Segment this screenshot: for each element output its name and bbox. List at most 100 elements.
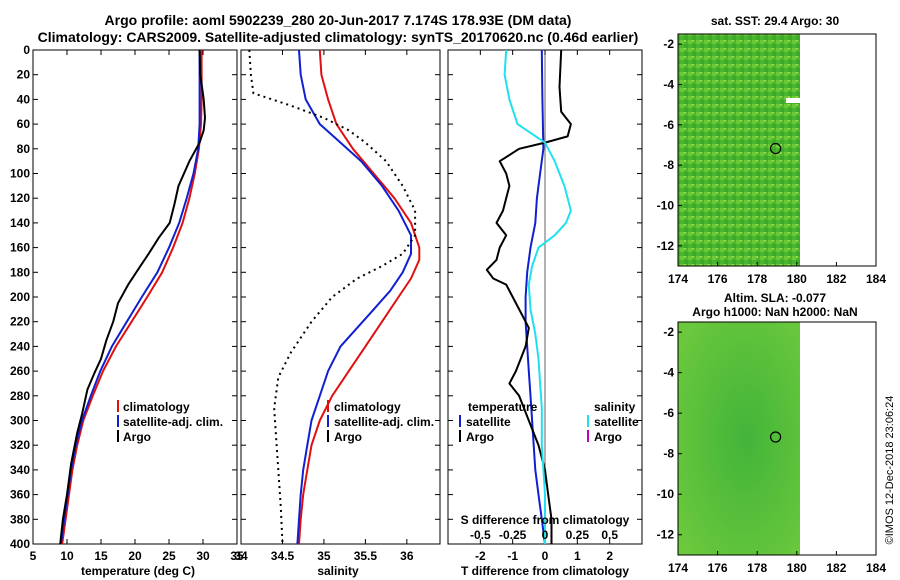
y-tick-label: 120 <box>10 191 30 205</box>
s-diff-tick-label: -0.25 <box>499 528 527 542</box>
sst-map-field <box>678 34 800 266</box>
y-tick-label: 260 <box>10 364 30 378</box>
legend-argo: Argo <box>123 430 151 444</box>
map-lon-tick: 174 <box>668 561 688 575</box>
y-tick-label: 20 <box>17 68 31 82</box>
x-tick-label: 1 <box>574 549 581 563</box>
series-satellite-adj-clim- <box>59 50 201 545</box>
map-lat-tick: -8 <box>663 447 674 461</box>
axis-ticks <box>32 49 642 545</box>
data-series <box>59 49 572 545</box>
x-tick-label: 30 <box>196 549 210 563</box>
sst-argo-location-marker <box>769 142 782 155</box>
map-lat-tick: -10 <box>657 198 675 212</box>
x-tick-label: 20 <box>128 549 142 563</box>
x-tick-label: 0 <box>542 549 549 563</box>
y-tick-label: 40 <box>17 92 31 106</box>
t-difference-xlabel: T difference from climatology <box>461 564 629 578</box>
y-tick-label: 340 <box>10 463 30 477</box>
salinity-legend: climatology satellite-adj. clim. Argo <box>327 400 434 444</box>
x-tick-label: 2 <box>606 549 613 563</box>
y-tick-label: 160 <box>10 241 30 255</box>
map-lat-tick: -10 <box>657 487 675 501</box>
y-tick-label: 300 <box>10 414 30 428</box>
x-tick-label: 15 <box>94 549 108 563</box>
series-argo <box>59 49 206 545</box>
x-tick-label: -1 <box>507 549 518 563</box>
temperature-legend: climatology satellite-adj. clim. Argo <box>117 400 223 444</box>
map-lon-tick: 180 <box>787 561 807 575</box>
x-tick-label: 5 <box>30 549 37 563</box>
map-lat-tick: -6 <box>663 406 674 420</box>
s-diff-tick-label: 0.5 <box>601 528 618 542</box>
difference-legend-salinity: salinity satellite Argo <box>587 400 639 444</box>
map-lat-tick: -2 <box>663 325 674 339</box>
s-diff-tick-label: -0.5 <box>470 528 491 542</box>
legend-climatology: climatology <box>334 400 401 414</box>
salinity-xlabel: salinity <box>317 564 359 578</box>
copyright-side-label: ©IMOS 12-Dec-2018 23:06:24 <box>884 396 896 545</box>
y-tick-label: 180 <box>10 265 30 279</box>
legend-temp-argo: Argo <box>466 430 494 444</box>
legend-satellite-adj: satellite-adj. clim. <box>334 415 434 429</box>
y-tick-label: 380 <box>10 512 30 526</box>
y-tick-label: 140 <box>10 216 30 230</box>
map-lat-tick: -4 <box>663 366 674 380</box>
x-tick-label: -2 <box>475 549 486 563</box>
legend-temperature-title: temperature <box>468 400 538 414</box>
map-lon-tick: 182 <box>826 272 846 286</box>
map-lat-tick: -8 <box>663 158 674 172</box>
legend-sal-argo: Argo <box>594 430 622 444</box>
x-tick-label: 36 <box>400 549 414 563</box>
y-tick-label: 60 <box>17 117 31 131</box>
tick-labels: 0204060801001201401601802002202402602803… <box>10 43 618 563</box>
sst-map-frame <box>677 33 877 267</box>
difference-legend-temperature: temperature satellite Argo <box>459 400 538 444</box>
sla-argo-location-marker <box>769 431 782 443</box>
map-lon-tick: 178 <box>747 561 767 575</box>
y-tick-label: 280 <box>10 389 30 403</box>
legend-temp-satellite: satellite <box>466 415 511 429</box>
sla-map-frame <box>677 321 877 556</box>
map-lon-tick: 184 <box>866 272 886 286</box>
map-lon-tick: 178 <box>747 272 767 286</box>
series-temperature-satellite <box>524 49 546 545</box>
series-climatology <box>298 49 421 545</box>
sla-map-title: Altim. SLA: -0.077 <box>724 291 826 305</box>
figure-title-line2: Climatology: CARS2009. Satellite-adjuste… <box>38 29 639 45</box>
x-tick-label: 10 <box>60 549 74 563</box>
map-lon-tick: 180 <box>787 272 807 286</box>
temperature-xlabel: temperature (deg C) <box>81 564 195 578</box>
y-tick-label: 320 <box>10 438 30 452</box>
s-diff-tick-label: 0.25 <box>566 528 590 542</box>
salinity-panel-frame <box>240 49 441 545</box>
sst-map-gap <box>786 98 800 103</box>
map-lat-tick: -12 <box>657 528 675 542</box>
legend-salinity-title: salinity <box>594 400 636 414</box>
s-diff-tick-label: 0 <box>542 528 549 542</box>
x-tick-label: 25 <box>162 549 176 563</box>
x-tick-label: 35.5 <box>354 549 378 563</box>
sla-map-field <box>678 322 800 555</box>
series-argo <box>248 49 417 545</box>
sst-map-title: sat. SST: 29.4 Argo: 30 <box>711 14 840 28</box>
figure-title-line1: Argo profile: aoml 5902239_280 20-Jun-20… <box>105 12 572 28</box>
s-difference-label: S difference from climatology <box>461 513 630 527</box>
map-lat-tick: -12 <box>657 239 675 253</box>
legend-argo: Argo <box>334 430 362 444</box>
map-lat-tick: -6 <box>663 118 674 132</box>
legend-satellite-adj: satellite-adj. clim. <box>123 415 223 429</box>
x-tick-label: 35 <box>317 549 331 563</box>
sst-map-land-mask <box>800 34 876 266</box>
y-tick-label: 80 <box>17 142 31 156</box>
map-lat-tick: -2 <box>663 37 674 51</box>
x-tick-label: 35 <box>230 549 244 563</box>
legend-sal-satellite: satellite <box>594 415 639 429</box>
y-tick-label: 100 <box>10 167 30 181</box>
x-tick-label: 34 <box>234 549 248 563</box>
map-lon-tick: 182 <box>826 561 846 575</box>
y-tick-label: 240 <box>10 339 30 353</box>
map-lon-tick: 184 <box>866 561 886 575</box>
series-climatology <box>61 50 203 545</box>
